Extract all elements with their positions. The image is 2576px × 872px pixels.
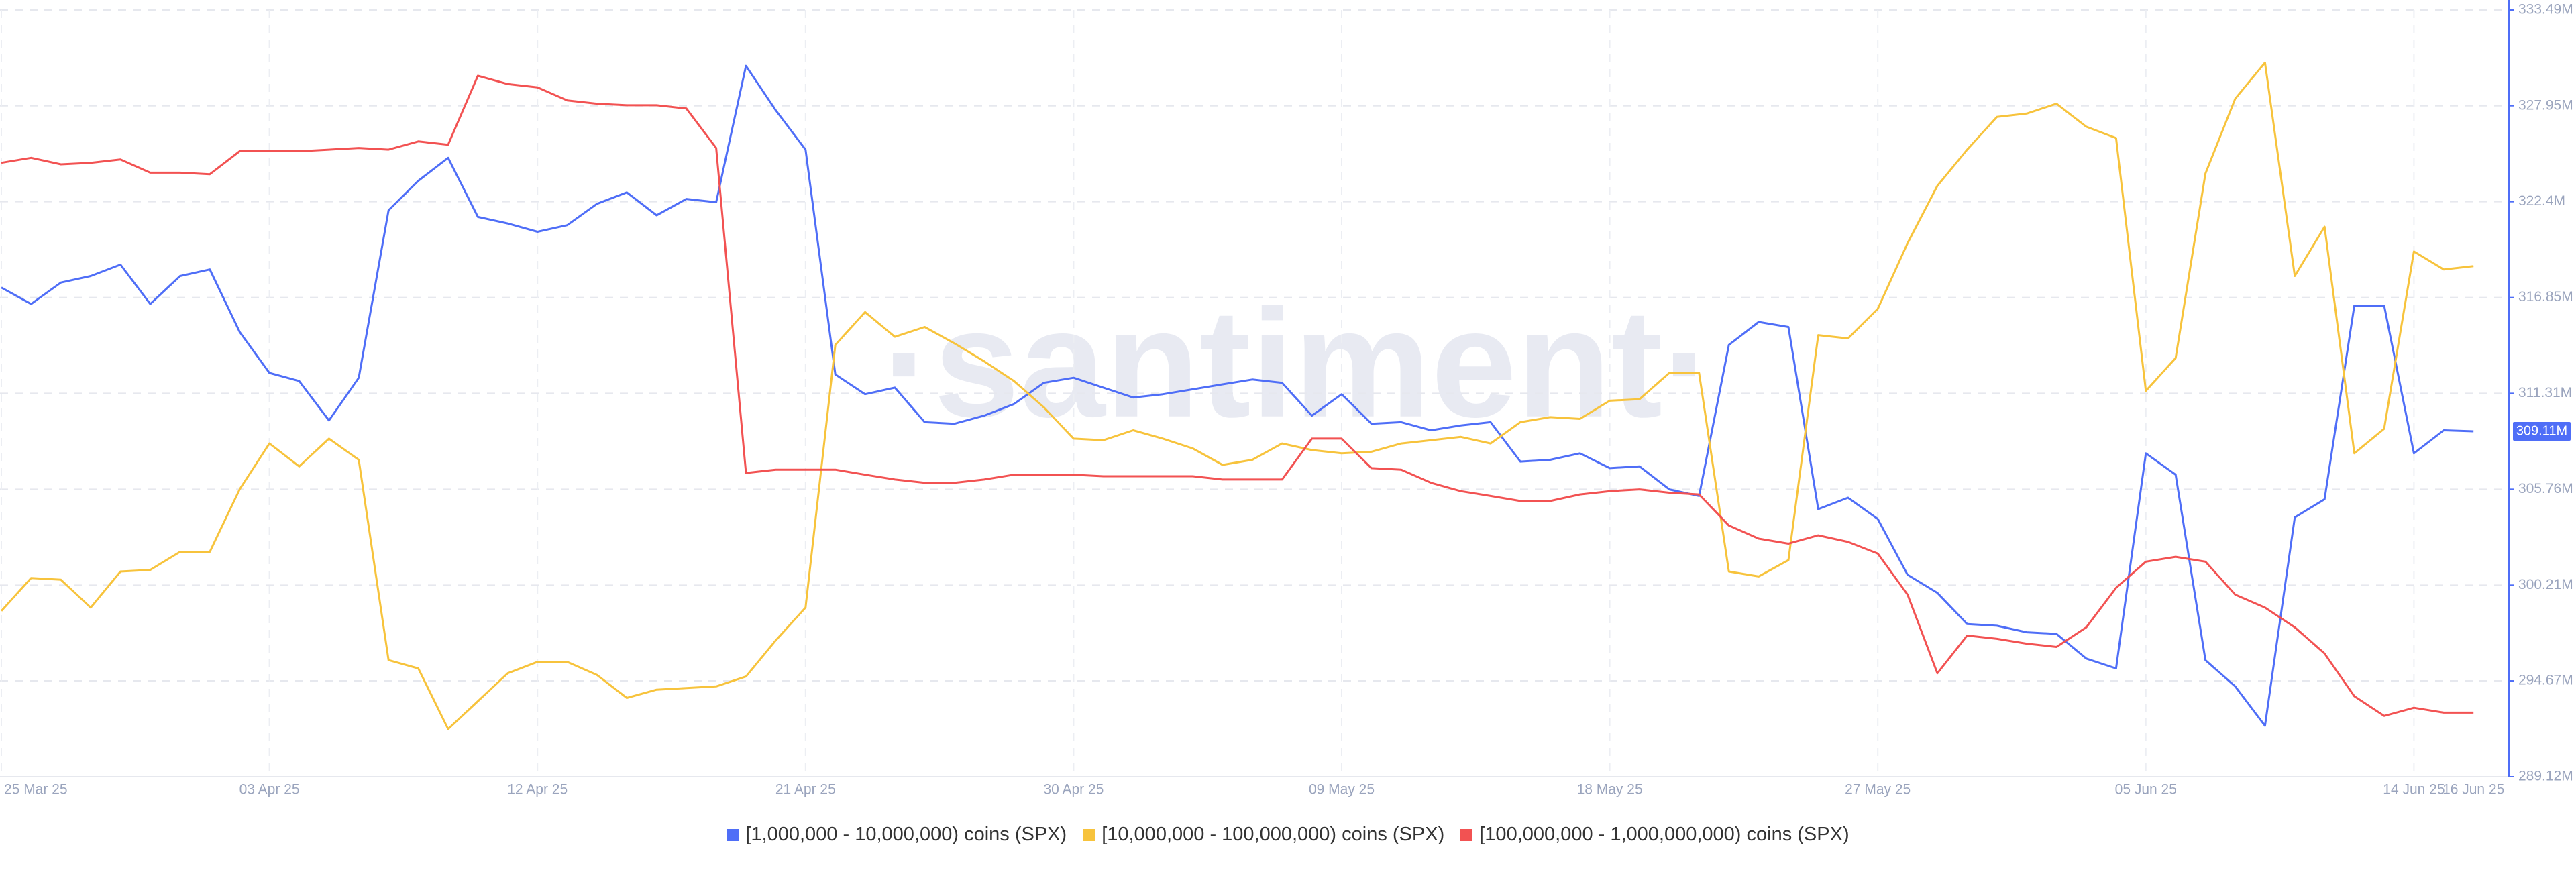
legend-item[interactable]: [1,000,000 - 10,000,000) coins (SPX)	[727, 824, 1067, 846]
chart: ·santiment· 289.12M 294.67M 300.21M 305.76M…	[0, 0, 2573, 798]
y-tick-label: 311.31M	[2518, 385, 2572, 400]
x-tick-label: 27 May 25	[1845, 782, 1911, 798]
legend-label: [1,000,000 - 10,000,000) coins (SPX)	[745, 824, 1067, 845]
x-tick-label: 14 Jun 25	[2383, 782, 2445, 798]
x-tick-label: 18 May 25	[1577, 782, 1643, 798]
legend-swatch	[727, 828, 739, 841]
value-badge	[2513, 422, 2571, 441]
y-tick-label: 294.67M	[2518, 673, 2573, 688]
y-tick-label: 316.85M	[2518, 289, 2573, 305]
x-tick-label: 25 Mar 25	[4, 782, 68, 798]
legend-item[interactable]: [100,000,000 - 1,000,000,000) coins (SPX…	[1460, 824, 1849, 846]
series-line	[0, 61, 2474, 730]
x-tick-label: 03 Apr 25	[239, 782, 300, 798]
y-tick-label: 327.95M	[2518, 97, 2573, 113]
y-tick-label: 333.49M	[2518, 2, 2573, 17]
watermark: ·santiment·	[882, 277, 1714, 449]
x-tick-label: 16 Jun 25	[2443, 782, 2504, 798]
x-tick-label: 05 Jun 25	[2115, 782, 2177, 798]
legend-label: [10,000,000 - 100,000,000) coins (SPX)	[1102, 824, 1445, 845]
y-tick-label: 300.21M	[2518, 577, 2573, 592]
legend-label: [100,000,000 - 1,000,000,000) coins (SPX…	[1479, 824, 1849, 845]
series-line	[1, 64, 2474, 727]
legend: [1,000,000 - 10,000,000) coins (SPX) [10,…	[0, 824, 2576, 847]
y-tick-label: 289.12M	[2518, 769, 2573, 784]
legend-swatch	[1083, 828, 1095, 841]
value-badge-label: 309.11M	[2516, 423, 2567, 438]
legend-swatch	[1460, 828, 1473, 841]
y-tick-label: 305.76M	[2518, 481, 2573, 496]
legend-item[interactable]: [10,000,000 - 100,000,000) coins (SPX)	[1083, 824, 1444, 846]
x-tick-label: 30 Apr 25	[1043, 782, 1104, 798]
x-tick-label: 09 May 25	[1309, 782, 1375, 798]
series-line	[1, 74, 2474, 717]
y-tick-label: 322.4M	[2518, 193, 2565, 209]
x-tick-label: 12 Apr 25	[507, 782, 568, 798]
x-tick-label: 21 Apr 25	[775, 782, 836, 798]
